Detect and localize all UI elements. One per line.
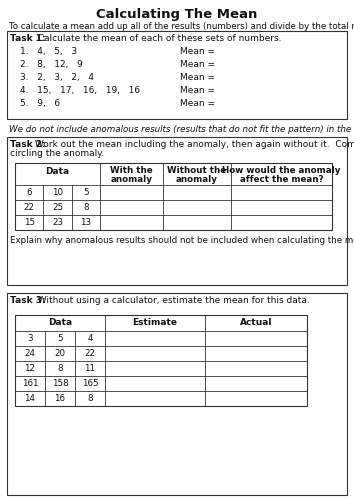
Text: We do not include anomalous results (results that do not fit the pattern) in the: We do not include anomalous results (res… [9,125,354,134]
Text: 8: 8 [87,394,93,403]
Text: 14: 14 [24,394,35,403]
Text: 1.   4,   5,   3: 1. 4, 5, 3 [20,47,77,56]
Text: 5: 5 [57,334,63,343]
Text: 10: 10 [52,188,63,197]
Text: 161: 161 [22,379,38,388]
Bar [15,315,307,406]
Text: 22: 22 [85,349,96,358]
Text: 15: 15 [24,218,35,227]
Bar [7,137,347,285]
Text: 11: 11 [85,364,96,373]
Text: 165: 165 [82,379,98,388]
Text: How would the anomaly: How would the anomaly [222,166,341,175]
Text: 158: 158 [52,379,68,388]
Text: Work out the mean including the anomaly, then again without it.  Compare your an: Work out the mean including the anomaly,… [32,140,354,149]
Text: Mean =: Mean = [180,86,215,95]
Bar [7,31,347,119]
Text: With the: With the [110,166,153,175]
Text: Estimate: Estimate [132,318,177,327]
Text: 25: 25 [52,203,63,212]
Text: 4.   15,   17,   16,   19,   16: 4. 15, 17, 16, 19, 16 [20,86,140,95]
Text: 20: 20 [55,349,65,358]
Text: 13: 13 [80,218,91,227]
Text: Task 1:: Task 1: [10,34,46,43]
Text: anomaly: anomaly [176,175,218,184]
Text: Mean =: Mean = [180,73,215,82]
Text: Data: Data [45,167,70,176]
Text: Task 3:: Task 3: [10,296,46,305]
Text: Mean =: Mean = [180,60,215,69]
Bar [7,293,347,495]
Text: Explain why anomalous results should not be included when calculating the mean.: Explain why anomalous results should not… [10,236,354,245]
Text: To calculate a mean add up all of the results (numbers) and divide by the total : To calculate a mean add up all of the re… [9,22,354,31]
Text: 8: 8 [83,203,88,212]
Text: 2.   8,   12,   9: 2. 8, 12, 9 [20,60,83,69]
Text: 5.   9,   6: 5. 9, 6 [20,99,60,108]
Text: 23: 23 [52,218,63,227]
Text: 22: 22 [24,203,35,212]
Text: 16: 16 [55,394,65,403]
Text: 3.   2,   3,   2,   4: 3. 2, 3, 2, 4 [20,73,94,82]
Bar [15,163,332,230]
Text: Calculating The Mean: Calculating The Mean [96,8,258,21]
Text: Actual: Actual [240,318,272,327]
Text: affect the mean?: affect the mean? [240,175,323,184]
Text: 8: 8 [57,364,63,373]
Text: circling the anomaly.: circling the anomaly. [10,149,104,158]
Text: 4: 4 [87,334,93,343]
Text: 5: 5 [83,188,88,197]
Text: 12: 12 [24,364,35,373]
Text: Task 2:: Task 2: [10,140,46,149]
Text: Without the: Without the [167,166,227,175]
Text: 24: 24 [24,349,35,358]
Text: Mean =: Mean = [180,99,215,108]
Text: Mean =: Mean = [180,47,215,56]
Text: Data: Data [48,318,72,327]
Text: Calculate the mean of each of these sets of numbers.: Calculate the mean of each of these sets… [32,34,281,43]
Text: Without using a calculator, estimate the mean for this data.: Without using a calculator, estimate the… [32,296,310,305]
Text: anomaly: anomaly [110,175,153,184]
Text: 3: 3 [27,334,33,343]
Text: 6: 6 [27,188,32,197]
